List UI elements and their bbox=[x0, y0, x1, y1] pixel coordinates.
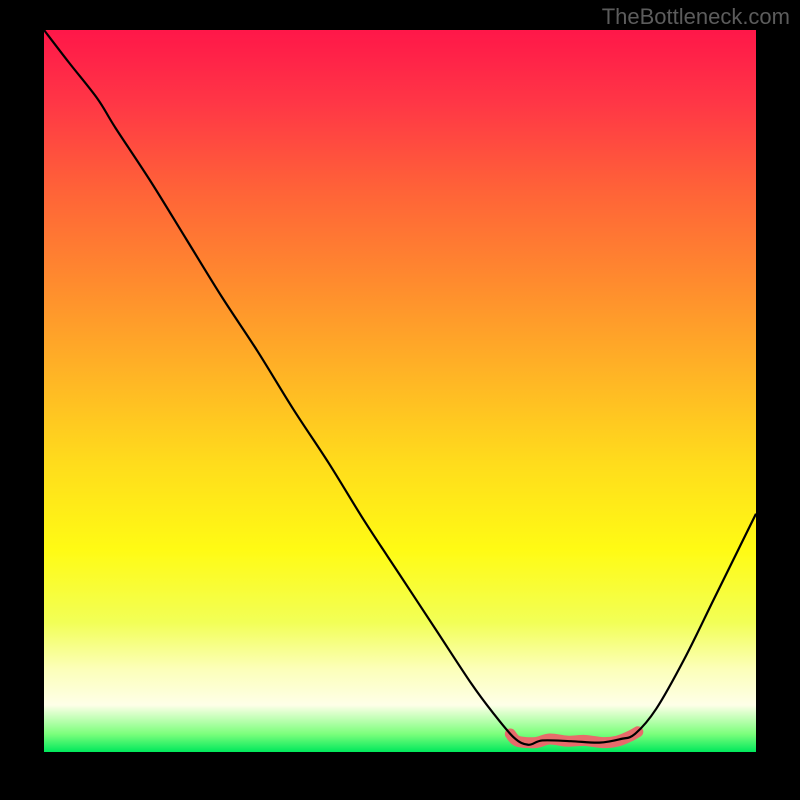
watermark-text: TheBottleneck.com bbox=[602, 4, 790, 30]
chart-container: { "watermark": { "text": "TheBottleneck.… bbox=[0, 0, 800, 800]
plot-background bbox=[44, 30, 756, 752]
bottleneck-chart bbox=[0, 0, 800, 800]
